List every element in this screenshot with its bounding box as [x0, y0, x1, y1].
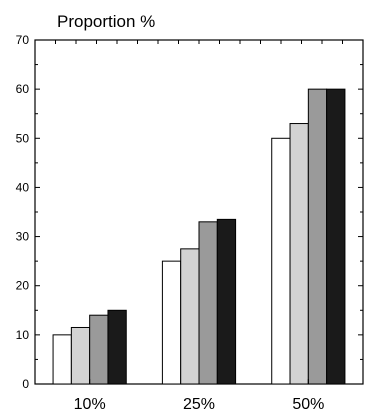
bar-10pct-series-1 — [52, 334, 72, 385]
bar-10pct-series-4 — [107, 309, 127, 385]
bar-25pct-series-1 — [161, 260, 182, 385]
y-tick-label: 20 — [16, 279, 30, 293]
bar-50pct-series-1 — [271, 137, 291, 385]
y-axis-label: Proportion % — [57, 12, 155, 31]
y-tick-label: 0 — [22, 377, 29, 391]
y-tick-label: 40 — [16, 180, 30, 194]
bar-10pct-series-3 — [89, 314, 109, 385]
x-tick-label: 50% — [292, 396, 324, 413]
y-tick-label: 30 — [16, 230, 30, 244]
y-tick-label: 60 — [16, 82, 30, 96]
bar-50pct-series-3 — [307, 88, 328, 385]
bar-50pct-series-4 — [326, 88, 346, 385]
y-tick-label: 70 — [16, 33, 30, 47]
bar-25pct-series-3 — [198, 221, 218, 385]
bar-25pct-series-2 — [180, 248, 200, 385]
bar-50pct-series-2 — [289, 123, 309, 385]
bar-25pct-series-4 — [216, 218, 237, 385]
y-tick-label: 10 — [16, 328, 30, 342]
bar-10pct-series-2 — [70, 326, 91, 385]
x-tick-label: 10% — [74, 396, 106, 413]
x-tick-label: 25% — [183, 396, 215, 413]
plot-area: 0 10 20 30 40 50 60 70 10% 25% 50% — [16, 33, 364, 413]
y-tick-label: 50 — [16, 131, 30, 145]
